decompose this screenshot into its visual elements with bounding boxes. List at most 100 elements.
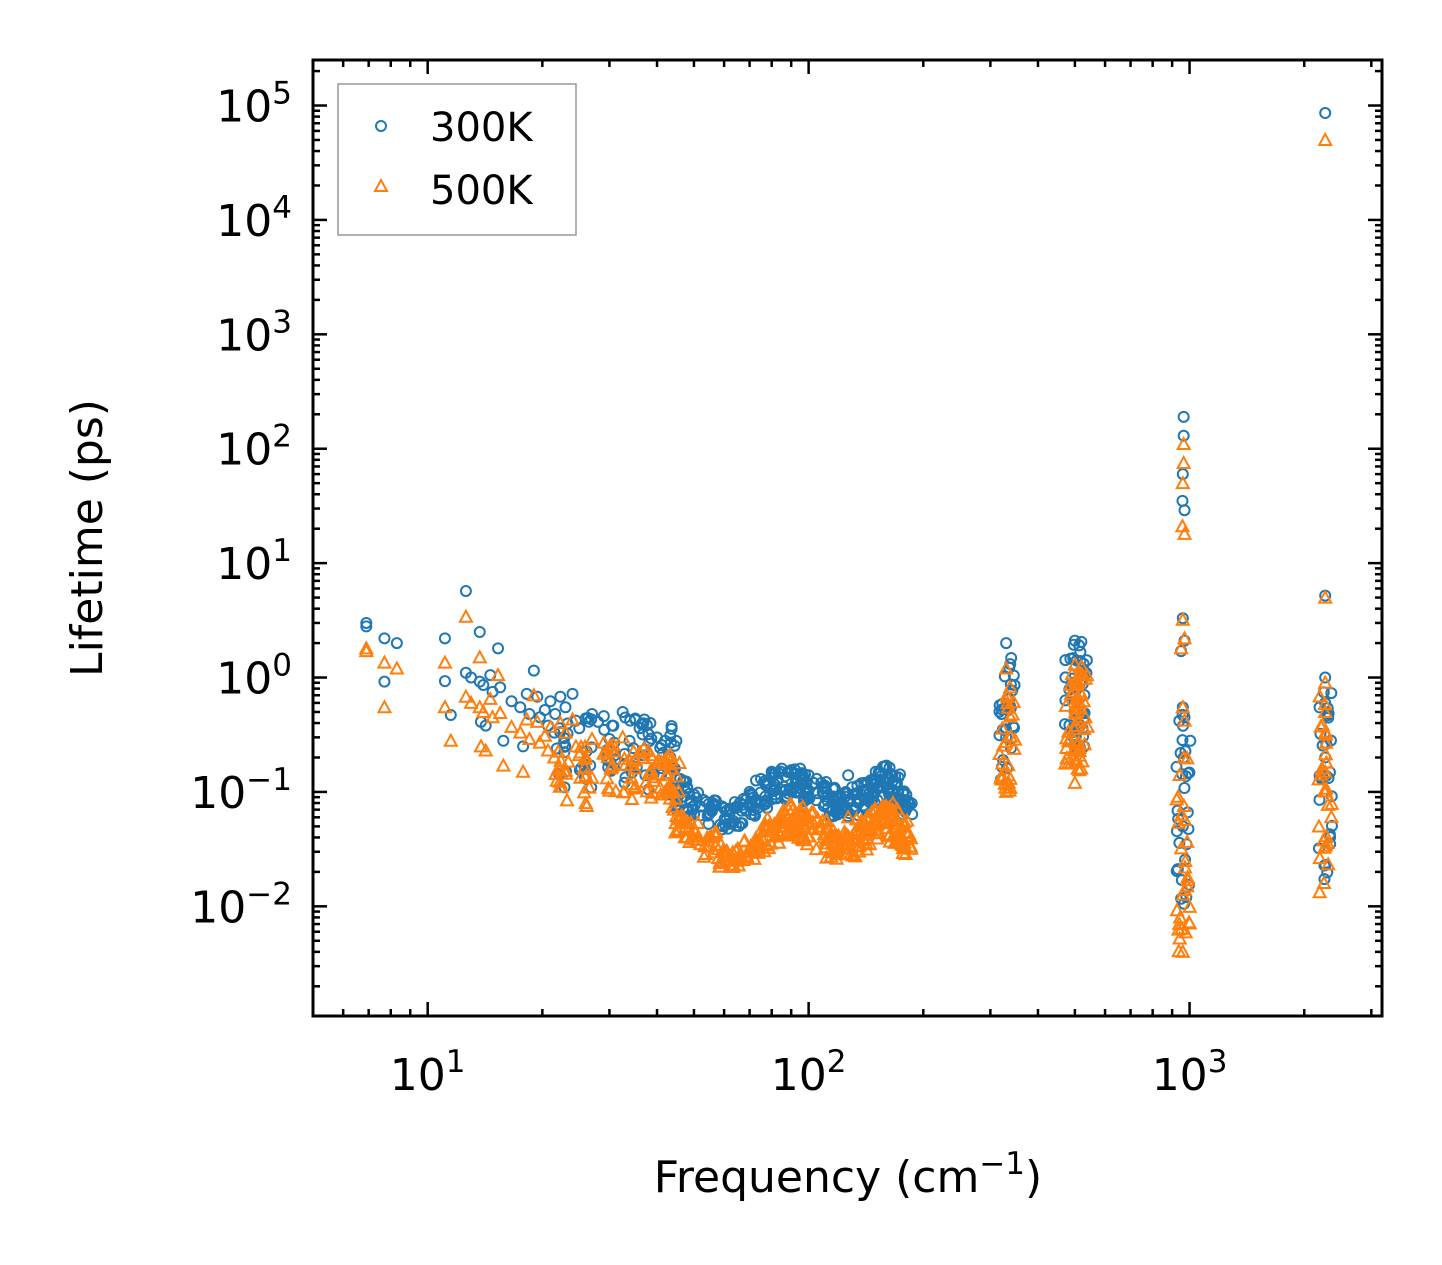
- data-point-300k: [606, 719, 619, 732]
- data-point-500k: [859, 826, 875, 841]
- legend-marker-500k: [373, 177, 389, 192]
- data-point-500k: [537, 727, 553, 742]
- data-point-300k: [832, 791, 845, 804]
- data-point-300k: [670, 734, 683, 747]
- data-point-500k: [829, 841, 845, 857]
- data-point-500k: [627, 760, 643, 775]
- data-point-500k: [1317, 589, 1333, 604]
- data-point-300k: [1318, 873, 1331, 886]
- data-point-500k: [1071, 762, 1087, 777]
- data-point-300k: [378, 675, 391, 688]
- data-point-500k: [1170, 814, 1187, 829]
- data-point-500k: [771, 834, 787, 849]
- tick-label-layer: 101 102 103 10−2 10−1 100 101 102 103 104 105: [190, 76, 1227, 1101]
- data-point-500k: [389, 660, 405, 675]
- data-point-500k: [1173, 640, 1189, 655]
- data-point-500k: [759, 810, 776, 825]
- data-point-500k: [1317, 703, 1333, 718]
- data-point-500k: [888, 812, 904, 827]
- data-point-300k: [1182, 822, 1195, 835]
- data-point-500k: [1317, 695, 1333, 711]
- data-point-500k: [1078, 670, 1094, 685]
- data-point-500k: [1312, 688, 1328, 703]
- data-point-300k: [890, 776, 903, 789]
- data-point-300k: [769, 788, 782, 801]
- data-point-500k: [1073, 665, 1089, 680]
- data-point-300k: [624, 714, 637, 727]
- data-point-500k: [672, 809, 688, 824]
- data-point-500k: [603, 760, 619, 775]
- data-point-300k: [880, 759, 893, 772]
- data-point-500k: [649, 754, 665, 769]
- data-point-300k: [479, 719, 492, 732]
- data-point-500k: [551, 759, 567, 774]
- data-point-500k: [729, 852, 746, 867]
- data-point-500k: [991, 745, 1008, 761]
- data-point-500k: [358, 640, 374, 655]
- data-point-300k: [1177, 429, 1190, 442]
- data-point-300k: [674, 772, 687, 785]
- data-point-500k: [652, 779, 668, 794]
- data-point-500k: [1173, 807, 1190, 822]
- y-axis-title: Lifetime (ps): [62, 399, 113, 677]
- data-point-500k: [1175, 943, 1191, 958]
- y-tick-label: 105: [216, 76, 292, 133]
- data-point-500k: [1063, 686, 1079, 701]
- data-point-500k: [1175, 475, 1191, 490]
- data-point-300k: [659, 734, 672, 747]
- data-point-500k: [848, 811, 865, 826]
- data-point-300k: [718, 802, 731, 815]
- data-point-500k: [463, 694, 479, 709]
- data-point-500k: [552, 714, 569, 730]
- legend-label-500k: 500K: [430, 168, 534, 214]
- data-point-300k: [1176, 820, 1189, 833]
- data-point-500k: [998, 733, 1014, 749]
- x-axis-title: Frequency (cm−1): [654, 1146, 1042, 1203]
- data-point-500k: [1317, 131, 1333, 146]
- data-point-500k: [1068, 700, 1084, 715]
- data-point-500k: [783, 818, 799, 833]
- data-point-300k: [794, 762, 807, 775]
- data-point-500k: [546, 749, 563, 764]
- data-point-300k: [514, 701, 527, 714]
- data-point-500k: [1067, 656, 1083, 671]
- series-layer: [358, 107, 1340, 958]
- data-point-300k: [473, 675, 486, 688]
- data-point-500k: [1068, 717, 1084, 732]
- data-point-500k: [615, 783, 632, 799]
- data-point-500k: [1069, 753, 1085, 768]
- data-point-300k: [1075, 635, 1088, 648]
- data-point-500k: [896, 836, 912, 851]
- data-point-500k: [584, 769, 600, 784]
- data-point-500k: [869, 822, 886, 837]
- data-point-300k: [892, 771, 905, 784]
- data-point-300k: [633, 722, 646, 735]
- data-point-500k: [532, 734, 548, 749]
- data-point-300k: [781, 790, 794, 803]
- data-point-300k: [527, 664, 540, 677]
- tick-layer: [311, 60, 1382, 1016]
- data-point-300k: [1321, 866, 1334, 879]
- data-point-300k: [743, 785, 756, 798]
- data-point-300k: [531, 690, 544, 703]
- data-point-500k: [614, 729, 631, 744]
- data-point-500k: [737, 832, 753, 847]
- data-point-300k: [759, 774, 772, 787]
- data-point-300k: [1171, 863, 1184, 876]
- data-point-500k: [753, 829, 769, 844]
- data-point-500k: [764, 818, 780, 833]
- data-point-300k: [492, 642, 505, 655]
- data-point-500k: [616, 750, 633, 765]
- data-point-500k: [521, 730, 538, 746]
- data-point-500k: [667, 824, 684, 839]
- data-point-500k: [550, 743, 566, 758]
- data-point-300k: [846, 781, 859, 794]
- data-point-500k: [816, 829, 833, 844]
- data-point-500k: [443, 732, 459, 747]
- data-point-300k: [1176, 494, 1189, 507]
- data-point-300k: [544, 695, 557, 708]
- data-point-500k: [1175, 435, 1192, 450]
- data-point-500k: [686, 820, 702, 835]
- data-point-500k: [888, 818, 905, 833]
